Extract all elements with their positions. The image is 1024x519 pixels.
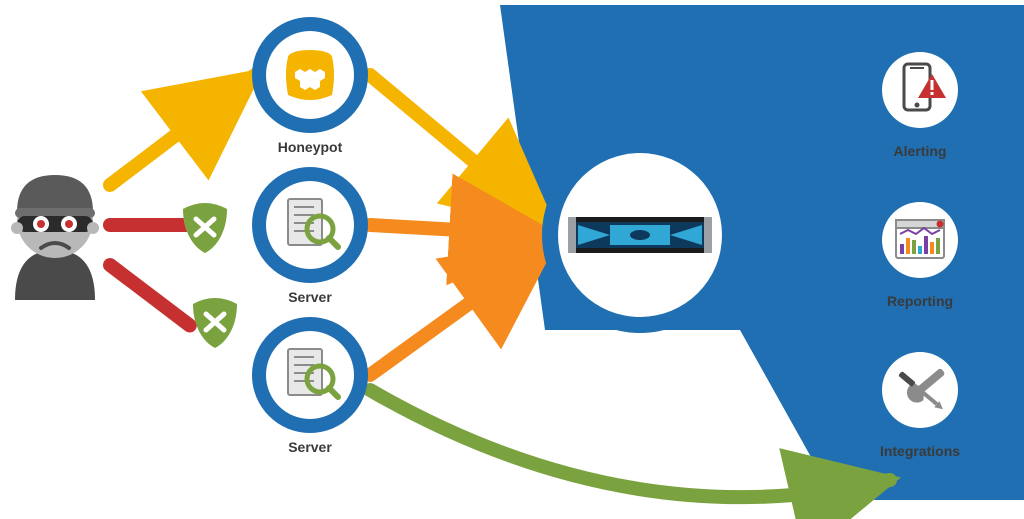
reporting-label: Reporting <box>887 293 953 309</box>
alerting-label: Alerting <box>894 143 947 159</box>
server-node <box>252 317 368 433</box>
appliance-node <box>542 137 738 333</box>
alerting-node <box>872 42 968 138</box>
blocked-shield-icon <box>193 298 237 348</box>
reporting-node <box>872 192 968 288</box>
blocked-shield-icon <box>183 203 227 253</box>
honeypot-icon <box>286 50 334 100</box>
server2-label: Server <box>288 439 332 455</box>
integrations-node <box>872 342 968 438</box>
rack-appliance-icon <box>568 217 712 253</box>
attacker-icon <box>11 175 99 300</box>
honeypot-node <box>252 17 368 133</box>
report-window-icon <box>896 220 944 258</box>
honeypot-label: Honeypot <box>278 139 343 155</box>
diagram-canvas: Honeypot Server Server <box>0 0 1024 519</box>
integrations-label: Integrations <box>880 443 960 459</box>
server1-label: Server <box>288 289 332 305</box>
server-node <box>252 167 368 283</box>
